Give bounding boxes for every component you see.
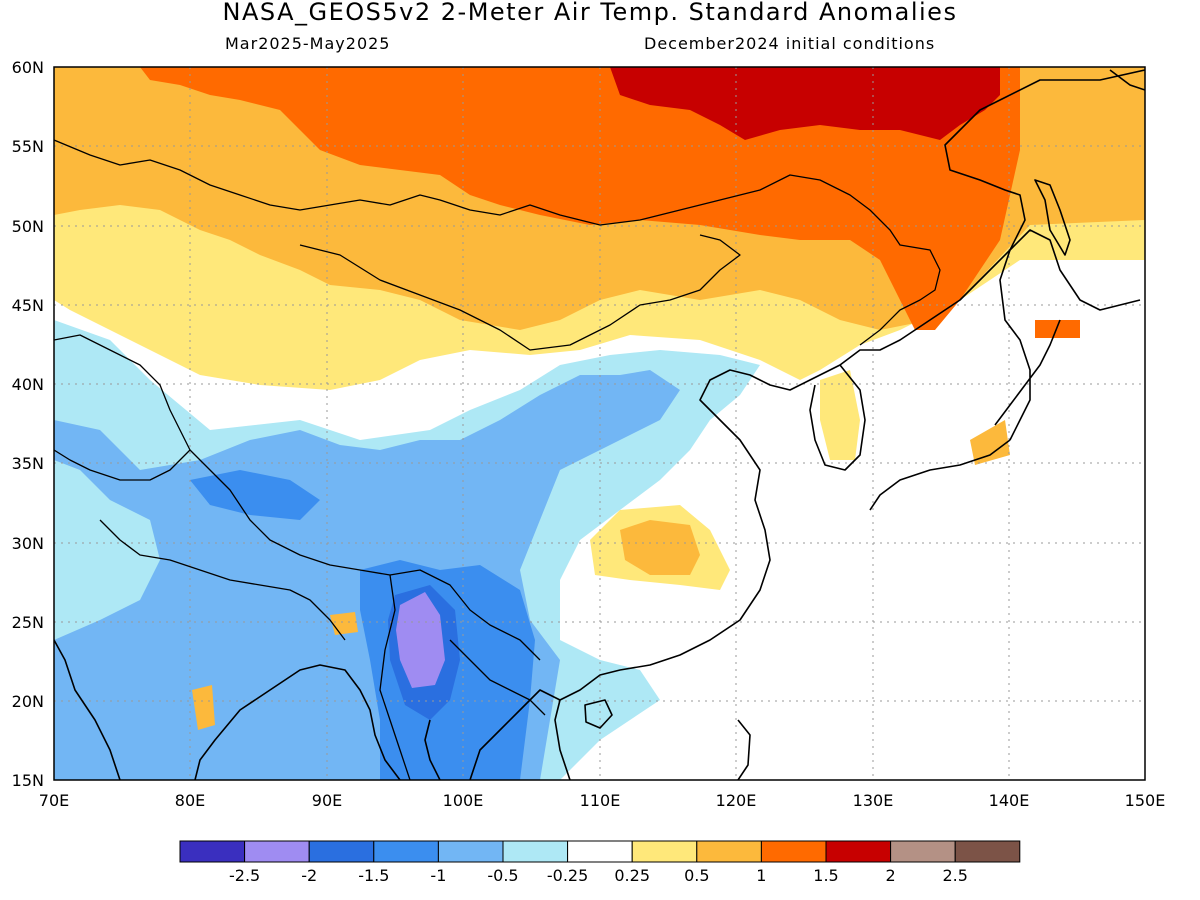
coast-hainan [584,699,613,729]
colorbar-swatch-10 [825,840,892,863]
lon-label-120e: 120E [716,791,757,810]
anomaly-region-north-deep-orange [140,67,1020,330]
lat-label-50n: 50N [12,217,44,236]
colorbar-label-4: -0.5 [487,866,518,885]
lat-label-30n: 30N [12,534,44,553]
colorbar-swatch-4 [437,840,504,863]
coast-kamchatka [1109,69,1145,91]
latitude-labels: 60N 55N 50N 45N 40N 35N 30N 25N 20N 15N [12,58,44,790]
colorbar-swatch-2 [308,840,375,863]
lat-label-45n: 45N [12,296,44,315]
lat-label-55n: 55N [12,137,44,156]
colorbar-label-5: -0.25 [547,866,588,885]
coast-indochina [424,689,561,780]
lon-label-130e: 130E [853,791,894,810]
colorbar-label-0: -2.5 [229,866,260,885]
anomaly-region-korea-yellow [820,370,860,460]
lon-label-70e: 70E [39,791,69,810]
lon-label-140e: 140E [989,791,1030,810]
coast-east-asia [554,69,1145,780]
colorbar-swatches [179,840,1021,863]
map-frame [53,66,1146,781]
forecast-period: Mar2025-May2025 [225,34,391,53]
coast-india-west [54,639,121,780]
coastlines [54,69,1145,780]
colorbar-label-6: 0.25 [614,866,650,885]
anomaly-region-lavender [396,592,445,688]
anomaly-region-south-orange-1 [330,612,358,635]
border-mongolia-china [299,234,741,351]
colorbar-label-11: 2.5 [942,866,967,885]
coast-bay-of-bengal [194,664,401,780]
colorbar-swatch-1 [244,840,310,863]
colorbar-swatch-8 [696,840,762,863]
anomaly-region-south-orange-2 [192,685,215,730]
anomaly-region-japan-orange [1035,320,1080,338]
map-field [54,67,1145,780]
lon-label-80e: 80E [175,791,205,810]
longitude-labels: 70E 80E 90E 100E 110E 120E 130E 140E 150… [39,791,1166,810]
lat-label-25n: 25N [12,613,44,632]
lon-label-110e: 110E [580,791,621,810]
colorbar-swatch-11 [890,840,956,863]
colorbar-swatch-9 [760,840,827,863]
colorbar-label-10: 2 [886,866,896,885]
colorbar-swatch-12 [954,840,1021,863]
coast-korea [809,364,866,471]
border-laos-vietnam [449,639,546,716]
anomaly-region-dark-red [610,67,1000,140]
initial-conditions: December2024 initial conditions [644,34,936,53]
coast-japan [869,229,1141,511]
anomaly-region-japan-yellow [970,420,1010,465]
lat-label-60n: 60N [12,58,44,77]
border-india-south [99,519,346,641]
border-central-asia [54,334,191,481]
colorbar-label-3: -1 [430,866,446,885]
colorbar-swatch-0 [179,840,246,863]
colorbar-swatch-5 [502,840,569,863]
border-russia-china-mongolia [54,139,941,346]
coast-sakhalin [1034,179,1071,256]
colorbar-label-2: -1.5 [358,866,389,885]
lat-label-40n: 40N [12,375,44,394]
colorbar: -2.5 -2 -1.5 -1 -0.5 -0.25 0.25 0.5 1 1.… [179,840,1021,885]
colorbar-swatch-3 [373,840,439,863]
lon-label-100e: 100E [443,791,484,810]
map-title: NASA_GEOS5v2 2-Meter Air Temp. Standard … [222,0,958,26]
anomaly-region-central-orange [620,520,700,575]
lon-label-90e: 90E [312,791,342,810]
lat-label-15n: 15N [12,771,44,790]
border-myanmar [379,574,411,780]
lat-label-20n: 20N [12,692,44,711]
borders [54,139,941,780]
colorbar-label-8: 1 [756,866,766,885]
border-himalaya [189,449,541,661]
lon-label-150e: 150E [1125,791,1166,810]
colorbar-labels: -2.5 -2 -1.5 -1 -0.5 -0.25 0.25 0.5 1 1.… [229,866,968,885]
colorbar-label-9: 1.5 [813,866,838,885]
colorbar-swatch-6 [567,840,633,863]
lat-label-35n: 35N [12,454,44,473]
colorbar-swatch-7 [631,840,698,863]
coast-taiwan [737,719,751,780]
colorbar-label-1: -2 [301,866,317,885]
colorbar-label-7: 0.5 [684,866,709,885]
